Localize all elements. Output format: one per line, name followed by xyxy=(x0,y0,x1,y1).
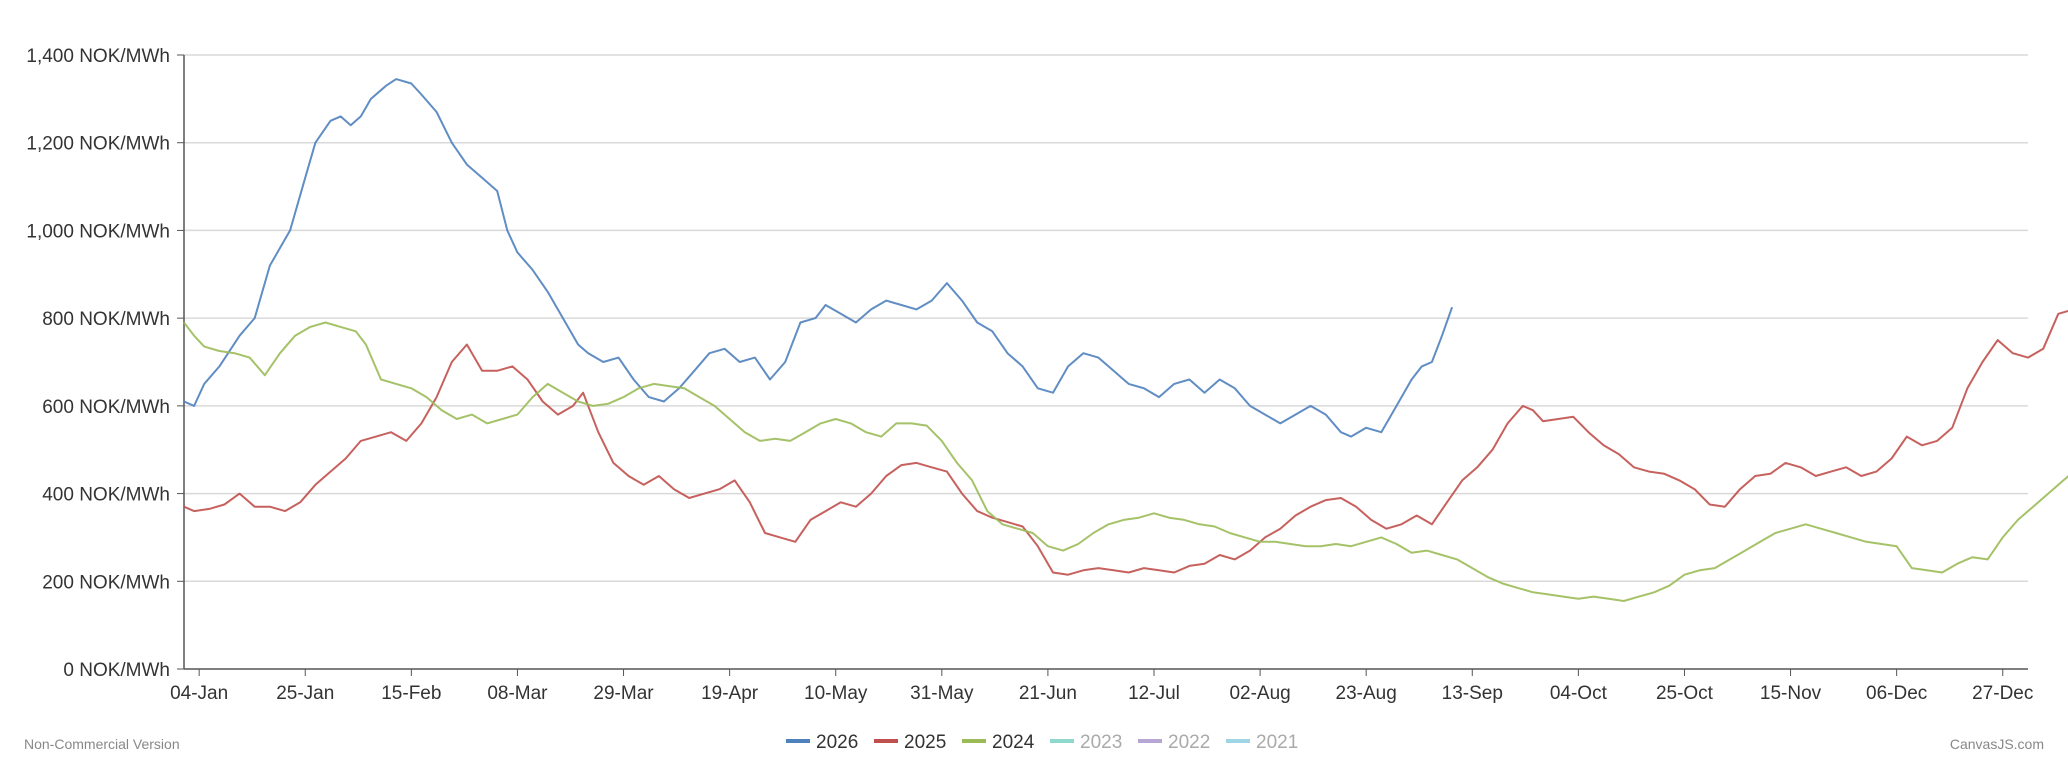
x-tick-label: 15-Feb xyxy=(381,683,441,704)
y-tick-label: 0 NOK/MWh xyxy=(63,660,170,681)
x-tick-label: 31-May xyxy=(910,683,974,704)
y-tick-label: 200 NOK/MWh xyxy=(42,572,170,593)
legend[interactable]: 2026 2025 2024 2023 2022 2021 xyxy=(786,732,1298,753)
x-tick-label: 12-Jul xyxy=(1128,683,1180,704)
series-lines xyxy=(183,78,2068,602)
x-tick-label: 15-Nov xyxy=(1760,683,1822,704)
y-tick-label: 400 NOK/MWh xyxy=(42,485,170,506)
x-tick-label: 04-Oct xyxy=(1550,683,1608,704)
x-tick-label: 04-Jan xyxy=(170,683,228,704)
y-axis: 0 NOK/MWh 200 NOK/MWh 400 NOK/MWh 600 NOK/M… xyxy=(26,46,185,681)
x-tick-label: 19-Apr xyxy=(701,683,759,704)
canvasjs-credit[interactable]: CanvasJS.com xyxy=(1949,736,2044,752)
x-tick-label: 25-Jan xyxy=(276,683,334,704)
y-tick-label: 600 NOK/MWh xyxy=(42,397,170,418)
series-line-2024 xyxy=(183,321,2068,602)
y-tick-label: 1,400 NOK/MWh xyxy=(26,46,170,67)
x-tick-label: 02-Aug xyxy=(1229,683,1290,704)
series-line-2025 xyxy=(183,309,2068,576)
y-tick-label: 1,000 NOK/MWh xyxy=(26,221,170,242)
legend-label: 2022 xyxy=(1168,732,1210,753)
legend-label: 2021 xyxy=(1256,732,1298,753)
legend-label: 2024 xyxy=(992,732,1035,753)
legend-item-2022[interactable]: 2022 xyxy=(1138,732,1210,753)
x-tick-label: 06-Dec xyxy=(1866,683,1927,704)
y-tick-label: 1,200 NOK/MWh xyxy=(26,134,170,155)
legend-item-2024[interactable]: 2024 xyxy=(962,732,1035,753)
legend-item-2026[interactable]: 2026 xyxy=(786,732,858,753)
x-tick-label: 29-Mar xyxy=(593,683,654,704)
x-tick-label: 13-Sep xyxy=(1442,683,1503,704)
x-tick-label: 23-Aug xyxy=(1336,683,1397,704)
x-axis: 04-Jan 25-Jan 15-Feb 08-Mar 29-Mar 19-Apr 10-M… xyxy=(170,668,2033,704)
legend-item-2021[interactable]: 2021 xyxy=(1226,732,1298,753)
x-tick-label: 27-Dec xyxy=(1972,683,2033,704)
legend-item-2025[interactable]: 2025 xyxy=(874,732,946,753)
legend-label: 2023 xyxy=(1080,732,1122,753)
x-tick-label: 08-Mar xyxy=(487,683,548,704)
legend-label: 2025 xyxy=(904,732,946,753)
x-tick-label: 21-Jun xyxy=(1019,683,1077,704)
series-line-2026 xyxy=(183,78,1454,438)
legend-item-2023[interactable]: 2023 xyxy=(1050,732,1122,753)
x-tick-label: 25-Oct xyxy=(1656,683,1714,704)
grid-lines xyxy=(184,54,2028,583)
y-tick-label: 800 NOK/MWh xyxy=(42,309,170,330)
legend-label: 2026 xyxy=(816,732,858,753)
non-commercial-credit: Non-Commercial Version xyxy=(24,736,180,752)
x-tick-label: 10-May xyxy=(804,683,868,704)
